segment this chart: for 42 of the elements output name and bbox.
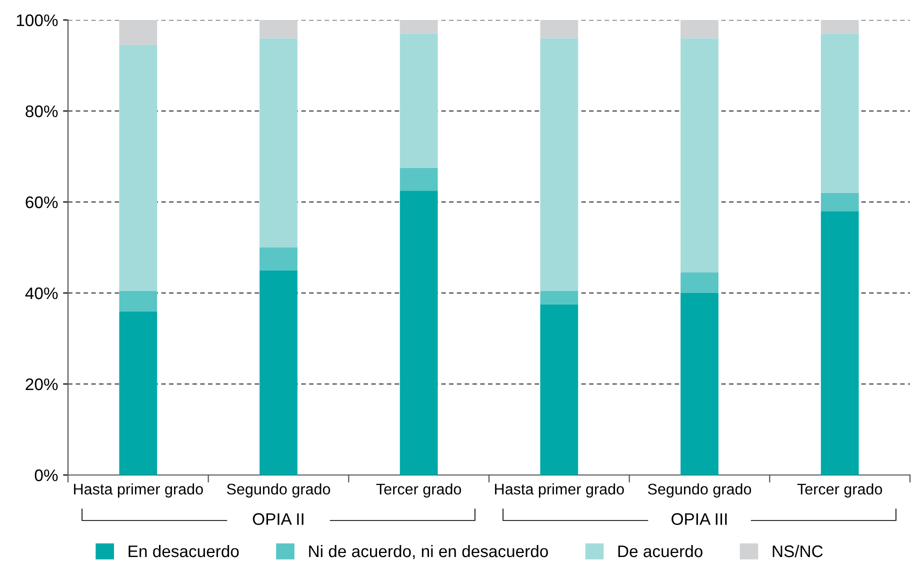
x-tick-label: Tercer grado	[376, 483, 462, 498]
bar	[540, 20, 578, 38]
y-tick-label: 60%	[26, 196, 58, 208]
bar	[540, 304, 578, 475]
legend-label: NS/NC	[772, 544, 823, 558]
bar	[119, 20, 158, 46]
text: OPIA III	[672, 513, 727, 525]
y-tick-label: 0%	[34, 469, 58, 482]
bar	[820, 192, 859, 212]
bar	[400, 20, 438, 34]
bar	[540, 38, 578, 291]
y-tick-label: 40%	[25, 287, 58, 300]
legend-label: En desacuerdo	[128, 544, 239, 558]
bar	[820, 20, 859, 34]
x-tick-label: Tercer grado	[797, 483, 882, 498]
bar	[260, 270, 298, 475]
bar	[260, 20, 298, 38]
bar	[680, 38, 718, 273]
legend-label: De acuerdo	[618, 544, 702, 558]
bar	[400, 168, 438, 191]
bar	[680, 272, 718, 293]
bar	[400, 34, 438, 168]
bar	[680, 293, 718, 475]
legend-label: Ni de acuerdo, ni en desacuerdo	[309, 544, 548, 560]
x-tick-label: Segundo grado	[648, 483, 752, 498]
bar	[260, 248, 298, 270]
bar	[260, 38, 298, 248]
bar	[820, 34, 859, 193]
bar	[119, 45, 158, 291]
x-tick-label: Hasta primer grado	[495, 483, 624, 498]
bar	[119, 290, 158, 312]
y-tick-label: 100%	[16, 14, 58, 26]
y-tick-label: 20%	[26, 378, 58, 390]
text: OPIA II	[252, 513, 304, 525]
bar	[400, 190, 438, 475]
bar	[680, 20, 718, 38]
x-tick-label: Hasta primer grado	[74, 483, 203, 498]
y-tick-label: 80%	[26, 105, 58, 118]
x-tick-label: Segundo grado	[226, 483, 330, 498]
bar	[540, 290, 578, 304]
bar	[820, 211, 859, 475]
bar	[119, 311, 158, 475]
